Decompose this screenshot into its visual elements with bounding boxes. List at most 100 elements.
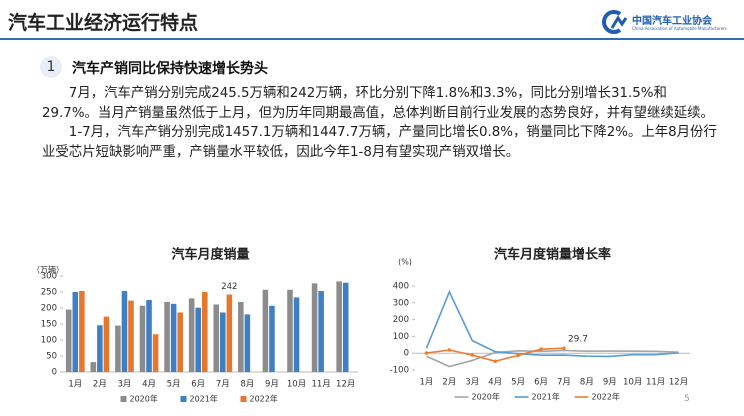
bar (287, 289, 293, 372)
chart-title: 汽车月度销量增长率 (494, 247, 611, 263)
bar (269, 305, 275, 372)
x-tick-label: 8月 (580, 378, 594, 388)
x-tick-label: 11月 (311, 380, 330, 390)
legend-label: 2022年 (250, 394, 278, 404)
bar (79, 291, 85, 372)
line-chart: 汽车月度销量增长率 (%) -100 0 100 200 300 400 1月 2月 3月 4月 5月 6… (390, 247, 690, 402)
bar (342, 282, 349, 372)
y-tick-label: 250 (41, 288, 57, 298)
legend-swatch (180, 396, 187, 402)
bar (146, 300, 152, 372)
x-tick-label: 9月 (603, 378, 617, 388)
bar (170, 303, 177, 372)
point (447, 348, 452, 352)
x-tick-label: 2月 (93, 380, 107, 390)
point (424, 351, 429, 355)
y-tick-label: 100 (41, 336, 57, 346)
y-axis-label: （万辆） (32, 265, 64, 275)
y-tick-label: 150 (41, 320, 57, 330)
bar (220, 312, 226, 372)
legend-label: 2022年 (592, 392, 620, 402)
point (493, 359, 498, 364)
bar (188, 298, 195, 372)
bar (90, 362, 97, 372)
x-tick-label: 11月 (646, 378, 665, 388)
line (425, 289, 679, 358)
bar (139, 305, 146, 372)
slide-title: 汽车工业经济运行特点 (8, 12, 199, 34)
x-tick-label: 9月 (265, 380, 279, 390)
bar (238, 301, 244, 372)
x-tick-label: 6月 (191, 380, 205, 390)
bar (244, 314, 251, 372)
bar (213, 304, 220, 372)
x-tick-label: 3月 (465, 378, 479, 388)
point (562, 346, 566, 351)
title-rule (0, 38, 744, 40)
bar (293, 297, 300, 372)
body-text: 7月，汽车产销分别完成245.5万辆和242万辆，环比分别下降1.8%和3.3%… (42, 84, 718, 162)
bar (177, 312, 183, 372)
bar (226, 294, 233, 372)
section-heading: 汽车产销同比保持快速增长势头 (72, 61, 268, 77)
bar (311, 283, 318, 372)
line (426, 349, 679, 368)
page-number: 5 (684, 394, 690, 404)
bar (152, 334, 159, 372)
x-tick-label: 12月 (336, 380, 355, 390)
bar (72, 292, 79, 372)
y-tick-label: 0 (404, 349, 409, 359)
bar (103, 316, 110, 372)
y-tick-label: 50 (46, 352, 57, 362)
x-tick-label: 5月 (511, 378, 525, 388)
y-tick-label: 300 (393, 298, 409, 308)
bar (201, 292, 208, 372)
bar (65, 309, 72, 372)
logo-name: 中国汽车工业协会 (632, 16, 712, 27)
x-tick-label: 4月 (488, 378, 502, 388)
legend-label: 2021年 (190, 394, 218, 404)
bar (336, 281, 342, 372)
bar (97, 325, 103, 372)
chart-title: 汽车月度销量 (171, 247, 249, 263)
x-tick-label: 5月 (167, 380, 181, 390)
y-tick-label: 200 (41, 304, 57, 314)
point (539, 347, 543, 351)
x-tick-label: 3月 (117, 380, 131, 390)
y-tick-label: 200 (393, 315, 409, 325)
x-tick-label: 10月 (623, 378, 642, 388)
y-tick-label: 100 (393, 332, 409, 342)
x-tick-label: 10月 (287, 380, 306, 390)
y-tick-label: 300 (41, 272, 57, 282)
logo-icon (602, 10, 628, 34)
data-label: 29.7 (568, 335, 588, 345)
x-tick-label: 4月 (142, 380, 156, 390)
point (470, 353, 475, 357)
x-tick-label: 7月 (216, 380, 230, 390)
y-tick-label: 0 (52, 368, 57, 378)
legend-swatch (120, 396, 127, 402)
logo-subtitle: China Association of Automobile Manufact… (632, 26, 727, 31)
x-tick-label: 1月 (68, 380, 82, 390)
bar (115, 325, 121, 372)
paragraph: 1-7月，汽车产销分别完成1457.1万辆和1447.7万辆，产量同比增长0.8… (42, 125, 717, 160)
legend-label: 2021年 (532, 392, 560, 402)
bar-chart: 汽车月度销量 （万辆） 0 50 100 150 200 250 300 1月 2月 3月 4月 5月 6月… (32, 247, 358, 404)
y-tick-label: -100 (390, 366, 409, 376)
x-tick-label: 7月 (557, 378, 571, 388)
data-label: 242 (221, 282, 237, 292)
y-axis-label: (%) (398, 258, 412, 267)
legend-label: 2020年 (130, 394, 158, 404)
paragraph: 7月，汽车产销分别完成245.5万辆和242万辆，环比分别下降1.8%和3.3%… (42, 86, 714, 121)
y-tick-label: 400 (393, 282, 409, 292)
x-tick-label: 1月 (419, 378, 433, 388)
x-tick-label: 12月 (669, 378, 688, 388)
bar (262, 289, 269, 372)
x-tick-label: 8月 (240, 380, 254, 390)
bar (128, 300, 134, 372)
legend-swatch (240, 396, 247, 402)
bar (164, 301, 170, 372)
x-tick-label: 6月 (534, 378, 548, 388)
bar (121, 291, 128, 372)
